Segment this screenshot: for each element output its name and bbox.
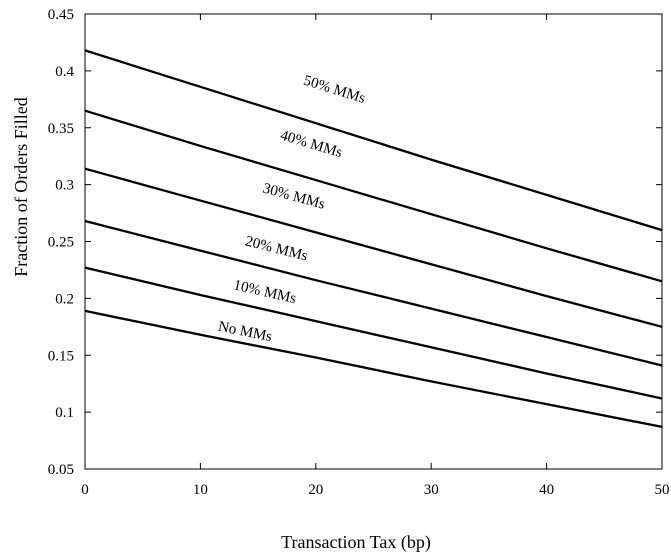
ticks-layer [84,13,663,470]
series-line-30-mms [84,167,663,328]
x-axis-title: Transaction Tax (bp) [281,532,431,553]
plot-area: 50% MMs 40% MMs 30% MMs 20% MMs 10% MMs No MM… [84,13,663,470]
series-label: 50% MMs [301,73,367,107]
x-tick-label: 10 [193,482,208,498]
y-tick-label: 0.25 [48,235,74,251]
y-tick-label: 0.4 [55,64,74,80]
y-tick-label: 0.3 [55,178,74,194]
series-line-40-mms [84,109,663,283]
y-axis-title: Fraction of Orders Filled [11,97,31,276]
series-line-50-mms [84,49,663,232]
series-line-no-mms [84,309,663,429]
series-label: 10% MMs [232,277,298,307]
tick-labels-layer: 0 10 20 30 40 50 0.05 0.1 0.15 0.2 0.25 0.3 0.35 0.4 0… [48,7,670,498]
plot-frame [84,13,663,470]
series-line-10-mms [84,266,663,400]
x-tick-label: 30 [424,482,439,498]
series-layer [84,49,663,429]
series-label: 20% MMs [244,233,310,264]
series-label: 30% MMs [261,181,327,213]
y-tick-label: 0.05 [48,462,74,478]
y-tick-label: 0.2 [55,291,74,307]
y-tick-label: 0.45 [48,7,74,23]
x-tick-label: 40 [539,482,554,498]
y-tick-label: 0.35 [48,121,74,137]
y-tick-label: 0.1 [55,405,74,421]
x-tick-label: 50 [655,482,670,498]
y-tick-label: 0.15 [48,348,74,364]
series-line-20-mms [84,219,663,367]
x-tick-label: 0 [81,482,89,498]
x-tick-label: 20 [308,482,323,498]
series-label: 40% MMs [278,128,344,161]
series-label: No MMs [217,319,274,345]
